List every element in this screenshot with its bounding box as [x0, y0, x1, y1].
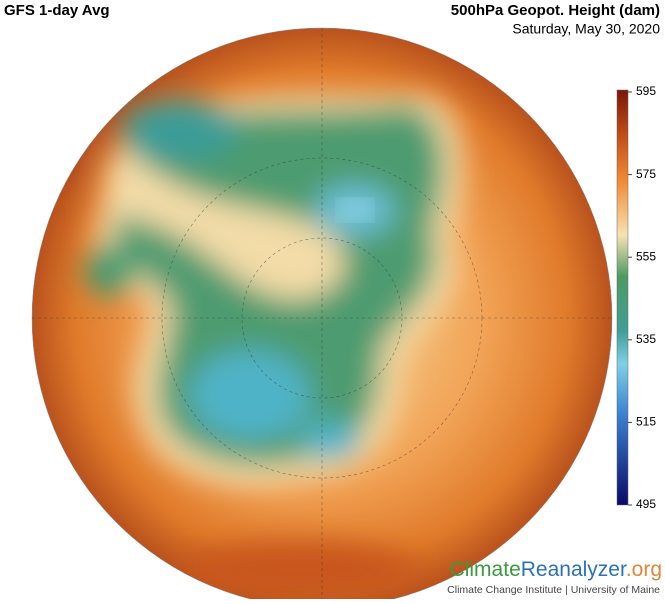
colorbar-tick-label: 515: [636, 415, 656, 429]
colorbar-tick-label: 495: [636, 497, 656, 511]
logo-part: .org: [626, 558, 662, 581]
globe: [32, 28, 612, 604]
colorbar-tick-label: 535: [636, 332, 656, 346]
date: Saturday, May 30, 2020: [512, 21, 660, 37]
colorbar-tick-label: 595: [636, 84, 656, 98]
logo-part: Climate: [450, 558, 521, 581]
logo: ClimateReanalyzer.org: [450, 558, 662, 581]
logo-tagline: Climate Change Institute | University of…: [447, 584, 660, 596]
title: GFS 1-day Avg: [4, 2, 110, 19]
colorbar: [616, 89, 629, 506]
variable: 500hPa Geopot. Height (dam): [451, 2, 660, 19]
colorbar-tick-label: 575: [636, 167, 656, 181]
logo-part: Reanalyzer: [521, 558, 627, 581]
colorbar-tick-label: 555: [636, 249, 656, 263]
